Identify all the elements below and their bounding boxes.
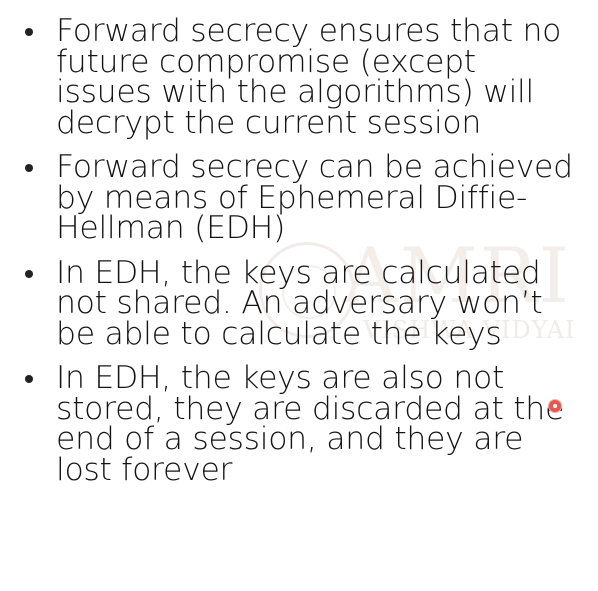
laser-pointer-icon — [549, 400, 561, 412]
bullet-dot-icon — [25, 375, 33, 383]
bullet-item: Forward secrecy ensures that no future c… — [0, 13, 598, 141]
bullet-text: In EDH, the keys are calculated not shar… — [56, 254, 543, 352]
bullet-text: Forward secrecy can be achieved by means… — [56, 149, 573, 246]
bullet-dot-icon — [25, 164, 33, 172]
bullet-dot-icon — [25, 28, 33, 36]
bullet-item: Forward secrecy can be achieved by means… — [0, 149, 598, 246]
bullet-text: Forward secrecy ensures that no future c… — [56, 13, 562, 141]
bullet-item: In EDH, the keys are calculated not shar… — [0, 254, 598, 352]
bullet-list: Forward secrecy ensures that no future c… — [0, 13, 598, 499]
bullet-dot-icon — [25, 269, 33, 278]
bullet-item: In EDH, the keys are also not stored, th… — [0, 360, 598, 488]
bullet-text: In EDH, the keys are also not stored, th… — [56, 360, 565, 488]
